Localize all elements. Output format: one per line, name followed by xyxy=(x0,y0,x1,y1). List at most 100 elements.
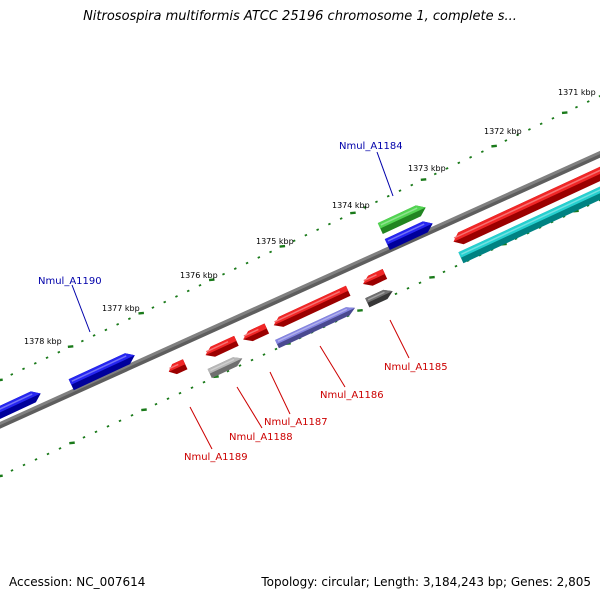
leader-line xyxy=(269,371,291,415)
major-tick xyxy=(357,308,363,312)
gene-label-nmul-a1187[interactable]: Nmul_A1187 xyxy=(264,417,328,428)
minor-tick xyxy=(130,413,134,417)
major-tick xyxy=(0,378,3,382)
chromosome-backbone xyxy=(0,150,600,429)
minor-tick xyxy=(22,367,25,371)
label-leader-lines xyxy=(71,151,410,450)
minor-tick xyxy=(539,122,543,126)
gene-labels[interactable]: Nmul_A1184 Nmul_A1190 Nmul_A1185 Nmul_A1186… xyxy=(38,141,448,463)
minor-tick xyxy=(442,270,446,274)
minor-tick xyxy=(363,206,367,209)
minor-tick xyxy=(116,322,120,326)
minor-tick xyxy=(375,200,378,204)
minor-tick xyxy=(304,233,308,237)
major-tick xyxy=(279,244,286,248)
gene-nmul-a1189[interactable] xyxy=(168,359,188,375)
gene-nmul-a1186[interactable] xyxy=(273,285,351,327)
gene-label-nmul-a1184[interactable]: Nmul_A1184 xyxy=(339,141,403,152)
minor-tick xyxy=(82,436,86,439)
gene-large-red[interactable] xyxy=(453,162,600,245)
leader-line xyxy=(71,284,91,333)
gene-label-nmul-a1188[interactable]: Nmul_A1188 xyxy=(229,432,293,443)
leader-line xyxy=(236,386,263,429)
major-tick xyxy=(138,311,145,315)
backbone-shadow xyxy=(0,151,600,429)
gene-nmul-a1185[interactable] xyxy=(363,269,388,286)
minor-tick xyxy=(445,167,449,170)
minor-tick xyxy=(586,100,590,103)
tick-label: 1372 kbp xyxy=(484,127,522,136)
minor-tick xyxy=(34,458,38,461)
minor-tick xyxy=(154,402,158,406)
gene-nmul-a1185-dark[interactable] xyxy=(365,289,393,308)
minor-tick xyxy=(163,300,167,304)
minor-tick xyxy=(186,289,190,293)
major-tick xyxy=(350,211,356,215)
leader-line xyxy=(189,406,213,450)
tick-label: 1377 kbp xyxy=(102,304,140,313)
minor-tick xyxy=(94,430,98,434)
minor-tick xyxy=(598,199,600,202)
minor-tick xyxy=(316,228,320,231)
topology-summary: Topology: circular; Length: 3,184,243 bp… xyxy=(261,575,591,589)
minor-tick xyxy=(151,306,155,309)
tick-label: 1374 kbp xyxy=(332,201,370,210)
gene-label-nmul-a1185[interactable]: Nmul_A1185 xyxy=(384,362,448,373)
major-tick xyxy=(491,144,497,148)
minor-tick xyxy=(175,295,178,298)
minor-tick xyxy=(339,217,343,220)
major-tick xyxy=(69,441,75,445)
minor-tick xyxy=(80,339,84,343)
minor-tick xyxy=(22,463,26,467)
tick-label: 1373 kbp xyxy=(408,164,446,173)
gene-nmul-a1187[interactable] xyxy=(243,323,270,342)
minor-tick xyxy=(480,150,484,154)
gene-label-nmul-a1190[interactable]: Nmul_A1190 xyxy=(38,276,102,287)
gene-label-nmul-a1186[interactable]: Nmul_A1186 xyxy=(320,390,384,401)
minor-tick xyxy=(198,284,202,287)
gene-nmul-a1188[interactable] xyxy=(205,335,239,357)
tick-label: 1376 kbp xyxy=(180,271,218,280)
gene-forward-blue[interactable] xyxy=(384,221,433,250)
outer-tick-track xyxy=(0,95,600,382)
minor-tick xyxy=(58,447,62,450)
minor-tick xyxy=(106,424,110,428)
minor-tick xyxy=(257,256,261,259)
gene-nmul-a1188-pseudo[interactable] xyxy=(207,357,243,379)
gene-features[interactable] xyxy=(0,162,600,420)
minor-tick xyxy=(575,105,578,109)
minor-tick xyxy=(10,373,14,376)
minor-tick xyxy=(274,347,278,351)
minor-tick xyxy=(406,286,410,290)
minor-tick xyxy=(327,222,331,226)
minor-tick xyxy=(527,128,531,131)
minor-tick xyxy=(238,364,242,367)
minor-tick xyxy=(166,397,170,401)
gene-label-nmul-a1189[interactable]: Nmul_A1189 xyxy=(184,452,248,463)
gene-cyan[interactable] xyxy=(458,184,600,264)
minor-tick xyxy=(457,161,461,165)
minor-tick xyxy=(516,133,520,137)
minor-tick xyxy=(245,261,249,265)
minor-tick xyxy=(504,139,508,142)
gene-nmul-a1186-lavender[interactable] xyxy=(275,307,355,349)
minor-tick xyxy=(454,264,458,268)
minor-tick xyxy=(418,281,422,285)
minor-tick xyxy=(10,469,14,472)
gene-nmul-a1190[interactable] xyxy=(68,353,135,391)
minor-tick xyxy=(45,356,49,360)
gene-nmul-a1184-green[interactable] xyxy=(377,205,426,234)
tick-labels: 1371 kbp 1372 kbp 1373 kbp 1374 kbp 1375 kbp… xyxy=(24,88,596,346)
major-tick xyxy=(561,111,568,115)
minor-tick xyxy=(386,194,390,198)
gene-forward-left[interactable] xyxy=(0,391,41,420)
minor-tick xyxy=(410,183,414,187)
major-tick xyxy=(420,178,427,181)
minor-tick xyxy=(292,239,296,243)
minor-tick xyxy=(598,95,600,98)
map-title: Nitrosospira multiformis ATCC 25196 chro… xyxy=(83,9,517,24)
minor-tick xyxy=(57,350,61,354)
minor-tick xyxy=(469,155,473,159)
minor-tick xyxy=(33,361,37,365)
